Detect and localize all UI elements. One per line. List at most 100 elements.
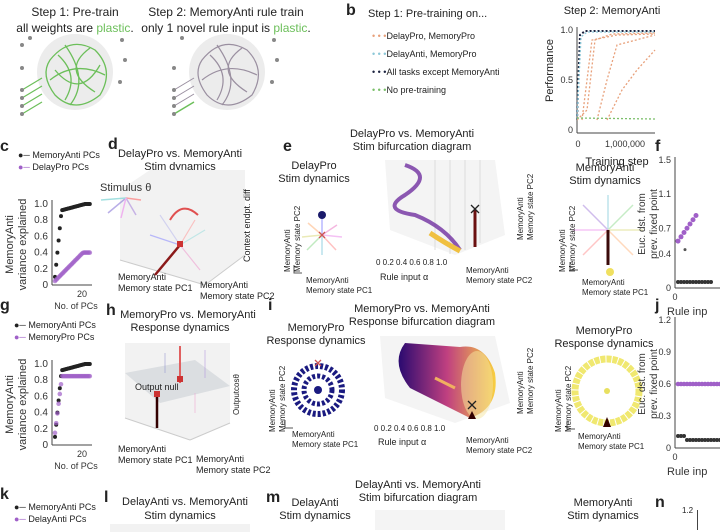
memoryanti-pc-point: [54, 262, 59, 267]
memoryanti-pc-point: [59, 214, 63, 219]
axis-text: Memory state PC1: [292, 440, 359, 449]
axis-text: MemoryAnti: [268, 389, 277, 432]
comparison-pc-point: [52, 430, 58, 436]
i-left-pc1: MemoryAnti Memory state PC1: [292, 430, 358, 450]
y-axis-label: Euc. dst. from: [637, 353, 648, 415]
d-axis-pc1: MemoryAnti Memory state PC1: [118, 272, 193, 294]
h-axis-pc2: MemoryAnti Memory state PC2: [196, 454, 271, 476]
stimulus-theta-label: Stimulus θ: [100, 182, 152, 194]
performance-series: [576, 31, 655, 121]
black-point: [709, 280, 713, 284]
y-tick-label: 0.6: [658, 379, 671, 389]
y-axis-label: prev. fixed point: [649, 349, 660, 419]
y-tick-label: 0.7: [658, 223, 671, 233]
y-tick-label: 0: [666, 283, 671, 293]
performance-series: [576, 30, 655, 121]
legend-marker: • • •: [372, 31, 387, 41]
step1-text: all weights are: [16, 21, 97, 35]
memoryanti-pc-point: [57, 226, 62, 231]
x-tick-label: 0: [672, 292, 677, 302]
panel-label-f: f: [655, 138, 661, 155]
black-point: [697, 280, 701, 284]
e-left-pc1: MemoryAnti Memory state PC1: [306, 276, 372, 296]
axis-text: MemoryAnti: [466, 436, 509, 445]
memorypro-response-ring-plot: [566, 355, 643, 430]
e-left-title: DelayPro: [291, 160, 337, 172]
axis-text: Memory state PC2: [293, 205, 302, 272]
legend-g-1: ●─ MemoryPro PCs: [14, 332, 95, 342]
chart-b-ylabel: Performance: [544, 39, 556, 102]
memoryanti-pc-point: [87, 362, 92, 366]
axis-text: MemoryAnti: [466, 266, 509, 275]
y-tick-label: 0: [568, 125, 573, 135]
axis-text: MemoryAnti: [283, 229, 292, 272]
e-mid-pc2: MemoryAnti Memory state PC2: [466, 266, 532, 286]
axis-text: MemoryAnti: [582, 278, 625, 287]
i-left-subtitle: Response dynamics: [266, 335, 366, 347]
m-right-subtitle: Stim dynamics: [567, 510, 639, 522]
panel-label-d: d: [108, 136, 118, 153]
y-tick-label: 0.5: [560, 75, 573, 85]
purple-point: [693, 212, 699, 218]
e-right-subtitle: Stim dynamics: [569, 175, 641, 187]
axis-text: Memory state PC2: [526, 173, 535, 240]
i-right-subtitle: Response dynamics: [554, 338, 654, 350]
fixed-point-chart-f: 0 0.4 0.7 1.1 1.5 0 Rule inp Euc. dst. from prev…: [637, 155, 720, 318]
legend-item: • • •All tasks except MemoryAnti: [372, 67, 500, 77]
panel-h-title: MemoryPro vs. MemoryAnti: [120, 309, 256, 321]
legend-marker: • • •: [372, 67, 387, 77]
axis-text: Memory state PC1: [582, 288, 649, 297]
legend-label: MemoryPro PCs: [28, 332, 95, 342]
axis-text: Memory state PC2: [196, 465, 271, 475]
m-mid-subtitle: Stim bifurcation diagram: [358, 492, 478, 504]
panel-h-subtitle: Response dynamics: [130, 322, 230, 334]
legend-label: All tasks except MemoryAnti: [386, 67, 500, 77]
legend-label: MemoryAnti PCs: [28, 320, 96, 330]
n-ytick-top: 1.2: [682, 506, 694, 515]
x-tick-label: 0: [575, 139, 580, 149]
x-axis-label: Rule inp: [667, 306, 707, 318]
i-right-title: MemoryPro: [575, 325, 633, 337]
panel-label-e: e: [283, 138, 292, 155]
panel-label-g: g: [0, 297, 10, 314]
black-point: [694, 438, 698, 442]
comparison-pc-point: [87, 373, 93, 379]
memorypro-response-dynamics-plot: [284, 359, 345, 429]
comparison-pc-point: [57, 391, 63, 397]
stim-dynamics-3d-d: [100, 170, 246, 286]
m-left-title: DelayAnti: [291, 497, 339, 509]
panel-l-subtitle: Stim dynamics: [144, 510, 216, 522]
stim-bifurcation-3d: [385, 160, 505, 255]
y-tick-label: 0.4: [34, 248, 48, 259]
y-axis-label: MemoryAnti: [4, 375, 16, 434]
legend-item: • • •DelayAnti, MemoryPro: [372, 49, 477, 59]
black-point: [691, 438, 695, 442]
d-axis-pc2: MemoryAnti Memory state PC2: [200, 280, 275, 302]
black-point: [715, 438, 719, 442]
axis-text: MemoryAnti: [516, 371, 525, 414]
comparison-pc-point: [56, 401, 61, 406]
i-left-pc2: MemoryAnti Memory state PC2: [268, 366, 288, 432]
performance-series: [596, 34, 656, 121]
legend-item: • • •DelayPro, MemoryPro: [372, 31, 475, 41]
axis-text: Memory state PC2: [564, 365, 573, 432]
x-axis-label: No. of PCs: [54, 461, 98, 471]
axis-text: MemoryAnti: [196, 454, 245, 464]
y-axis-label: variance explained: [17, 199, 29, 291]
axis-text: Memory state PC2: [200, 291, 275, 301]
panel-d-title: DelayPro vs. MemoryAnti: [117, 148, 243, 160]
black-point: [691, 280, 695, 284]
i-rule-axis: Rule input α: [378, 437, 427, 447]
panel-label-m: m: [266, 489, 281, 506]
axis-text: MemoryAnti: [292, 430, 335, 439]
response-dynamics-3d-h: [124, 343, 231, 441]
y-tick-label: 1.2: [658, 315, 671, 325]
axis-text: Memory state PC2: [466, 276, 533, 285]
y-tick-label: 1.0: [34, 199, 48, 210]
axis-text: Memory state PC1: [578, 442, 645, 451]
comparison-pc-point: [58, 381, 64, 387]
x-tick-label: 20: [77, 449, 87, 459]
black-point: [703, 438, 707, 442]
chart-b-title: Step 2: MemoryAnti: [563, 5, 661, 17]
h-axis-pc1: MemoryAnti Memory state PC1: [118, 444, 193, 466]
